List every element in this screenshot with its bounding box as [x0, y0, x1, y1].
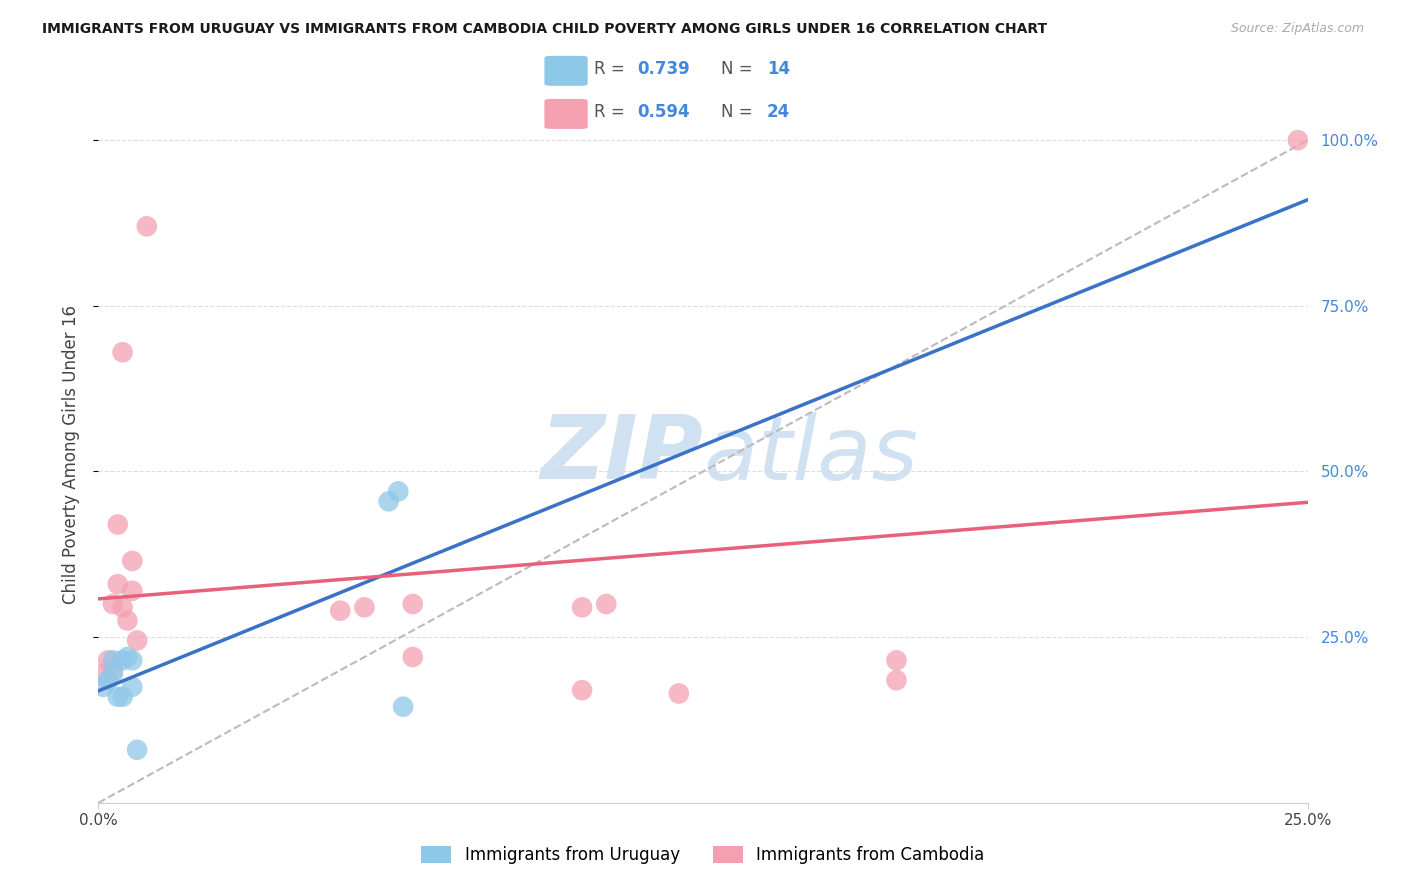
FancyBboxPatch shape: [544, 99, 588, 129]
Point: [886, 653, 908, 667]
Legend: Immigrants from Uruguay, Immigrants from Cambodia: Immigrants from Uruguay, Immigrants from…: [415, 839, 991, 871]
Point: [101, 597, 124, 611]
Point: [111, 653, 134, 667]
Text: 0.739: 0.739: [637, 60, 690, 78]
Point: [101, 666, 124, 681]
Text: 14: 14: [768, 60, 790, 78]
Point: [107, 577, 129, 591]
Point: [101, 663, 124, 677]
Point: [121, 554, 143, 568]
Point: [402, 650, 425, 665]
Point: [91, 666, 114, 681]
Point: [111, 690, 134, 704]
Point: [392, 699, 415, 714]
Point: [595, 597, 617, 611]
Point: [127, 743, 149, 757]
Point: [1286, 133, 1309, 147]
Point: [402, 597, 425, 611]
Point: [121, 653, 143, 667]
FancyBboxPatch shape: [544, 56, 588, 86]
Point: [117, 614, 139, 628]
Point: [135, 219, 157, 234]
Point: [91, 680, 114, 694]
Text: IMMIGRANTS FROM URUGUAY VS IMMIGRANTS FROM CAMBODIA CHILD POVERTY AMONG GIRLS UN: IMMIGRANTS FROM URUGUAY VS IMMIGRANTS FR…: [42, 22, 1047, 37]
Text: N =: N =: [721, 103, 758, 121]
Text: 24: 24: [768, 103, 790, 121]
Text: atlas: atlas: [703, 412, 918, 498]
Text: R =: R =: [593, 103, 630, 121]
Point: [101, 653, 124, 667]
Point: [886, 673, 908, 688]
Text: N =: N =: [721, 60, 758, 78]
Y-axis label: Child Poverty Among Girls Under 16: Child Poverty Among Girls Under 16: [62, 305, 80, 605]
Point: [121, 680, 143, 694]
Point: [111, 600, 134, 615]
Point: [571, 683, 593, 698]
Text: R =: R =: [593, 60, 630, 78]
Point: [377, 494, 399, 508]
Point: [107, 517, 129, 532]
Point: [329, 604, 352, 618]
Point: [97, 653, 120, 667]
Point: [121, 583, 143, 598]
Point: [111, 345, 134, 359]
Point: [571, 600, 593, 615]
Point: [127, 633, 149, 648]
Text: ZIP: ZIP: [540, 411, 703, 499]
Text: Source: ZipAtlas.com: Source: ZipAtlas.com: [1230, 22, 1364, 36]
Point: [117, 650, 139, 665]
Point: [668, 686, 690, 700]
Text: 0.594: 0.594: [637, 103, 690, 121]
Point: [353, 600, 375, 615]
Point: [97, 673, 120, 688]
Point: [107, 690, 129, 704]
Point: [387, 484, 409, 499]
